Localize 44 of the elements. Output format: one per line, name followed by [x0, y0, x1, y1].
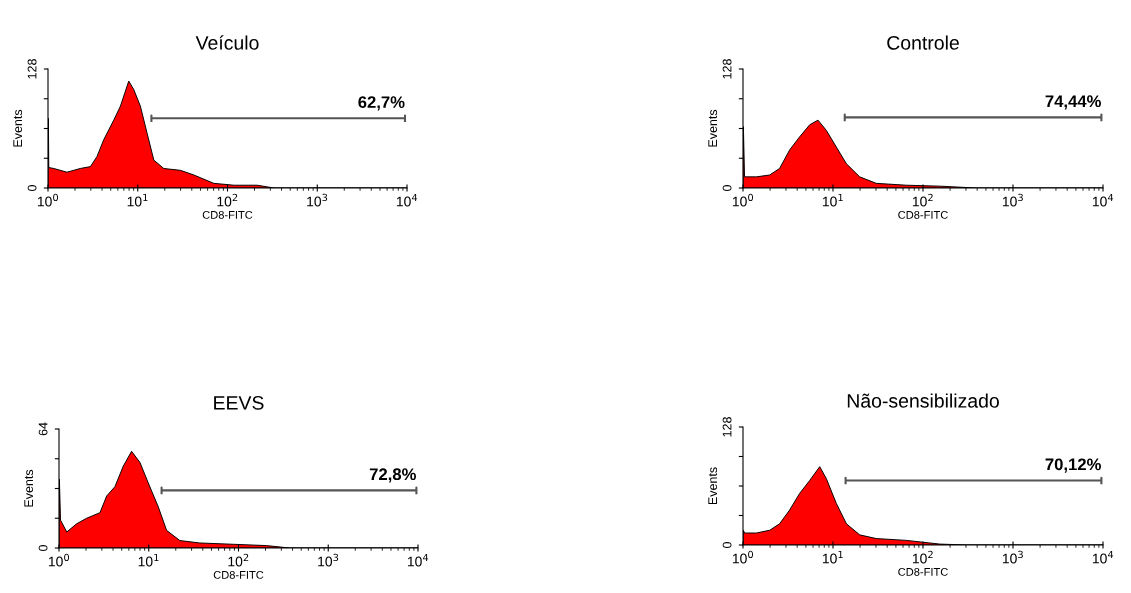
- x-tick-label: 10$^{2}$: [217, 193, 238, 207]
- annotation: 74,44%: [1045, 95, 1101, 110]
- y-tick-label: 128: [27, 59, 37, 79]
- x-tick-label: 10$^{0}$: [732, 550, 754, 564]
- x-tick-label: 10$^{2}$: [228, 553, 249, 567]
- x-tick-label: 10$^{3}$: [1002, 550, 1023, 564]
- x-tick-label: 10$^{0}$: [48, 553, 70, 567]
- y-tick-label: 0: [722, 542, 732, 548]
- x-tick-label: 10$^{1}$: [127, 193, 148, 207]
- x-tick-label: 10$^{3}$: [318, 553, 339, 567]
- chart-title: Veículo: [195, 35, 259, 50]
- x-tick-label: 10$^{4}$: [1092, 550, 1114, 564]
- y-axis-title: Events: [13, 109, 23, 147]
- chart-title: EEVS: [214, 395, 264, 410]
- x-tick-label: 10$^{4}$: [407, 553, 429, 567]
- x-axis-title: CD8-FITC: [898, 210, 948, 219]
- x-tick-label: 10$^{3}$: [1002, 193, 1023, 207]
- annotation: 72,8%: [369, 468, 416, 483]
- x-tick-label: 10$^{4}$: [1092, 193, 1114, 207]
- x-axis-title: CD8-FITC: [213, 570, 264, 579]
- y-tick-label: 128: [722, 417, 732, 437]
- x-tick-label: 10$^{3}$: [307, 193, 328, 207]
- y-tick-label: 0: [722, 185, 732, 191]
- x-axis-title: CD8-FITC: [898, 567, 948, 576]
- x-tick-label: 10$^{4}$: [396, 193, 418, 207]
- annotation: 70,12%: [1045, 458, 1101, 473]
- y-tick-label: 0: [27, 185, 37, 191]
- chart-title: Controle: [887, 35, 959, 50]
- x-axis-title: CD8-FITC: [202, 210, 253, 219]
- x-tick-label: 10$^{1}$: [138, 553, 159, 567]
- x-tick-label: 10$^{2}$: [912, 550, 933, 564]
- x-tick-label: 10$^{1}$: [822, 550, 843, 564]
- y-tick-label: 128: [722, 59, 732, 79]
- y-tick-label: 0: [38, 545, 48, 551]
- x-tick-label: 10$^{0}$: [732, 193, 754, 207]
- chart-title: Não-sensibilizado: [847, 393, 999, 408]
- y-axis-title: Events: [708, 109, 718, 147]
- x-tick-label: 10$^{0}$: [37, 193, 59, 207]
- y-axis-title: Events: [708, 467, 718, 505]
- y-tick-label: 64: [38, 422, 48, 436]
- annotation: 62,7%: [358, 96, 405, 111]
- y-axis-title: Events: [24, 469, 34, 507]
- x-tick-label: 10$^{2}$: [912, 193, 933, 207]
- x-tick-label: 10$^{1}$: [822, 193, 843, 207]
